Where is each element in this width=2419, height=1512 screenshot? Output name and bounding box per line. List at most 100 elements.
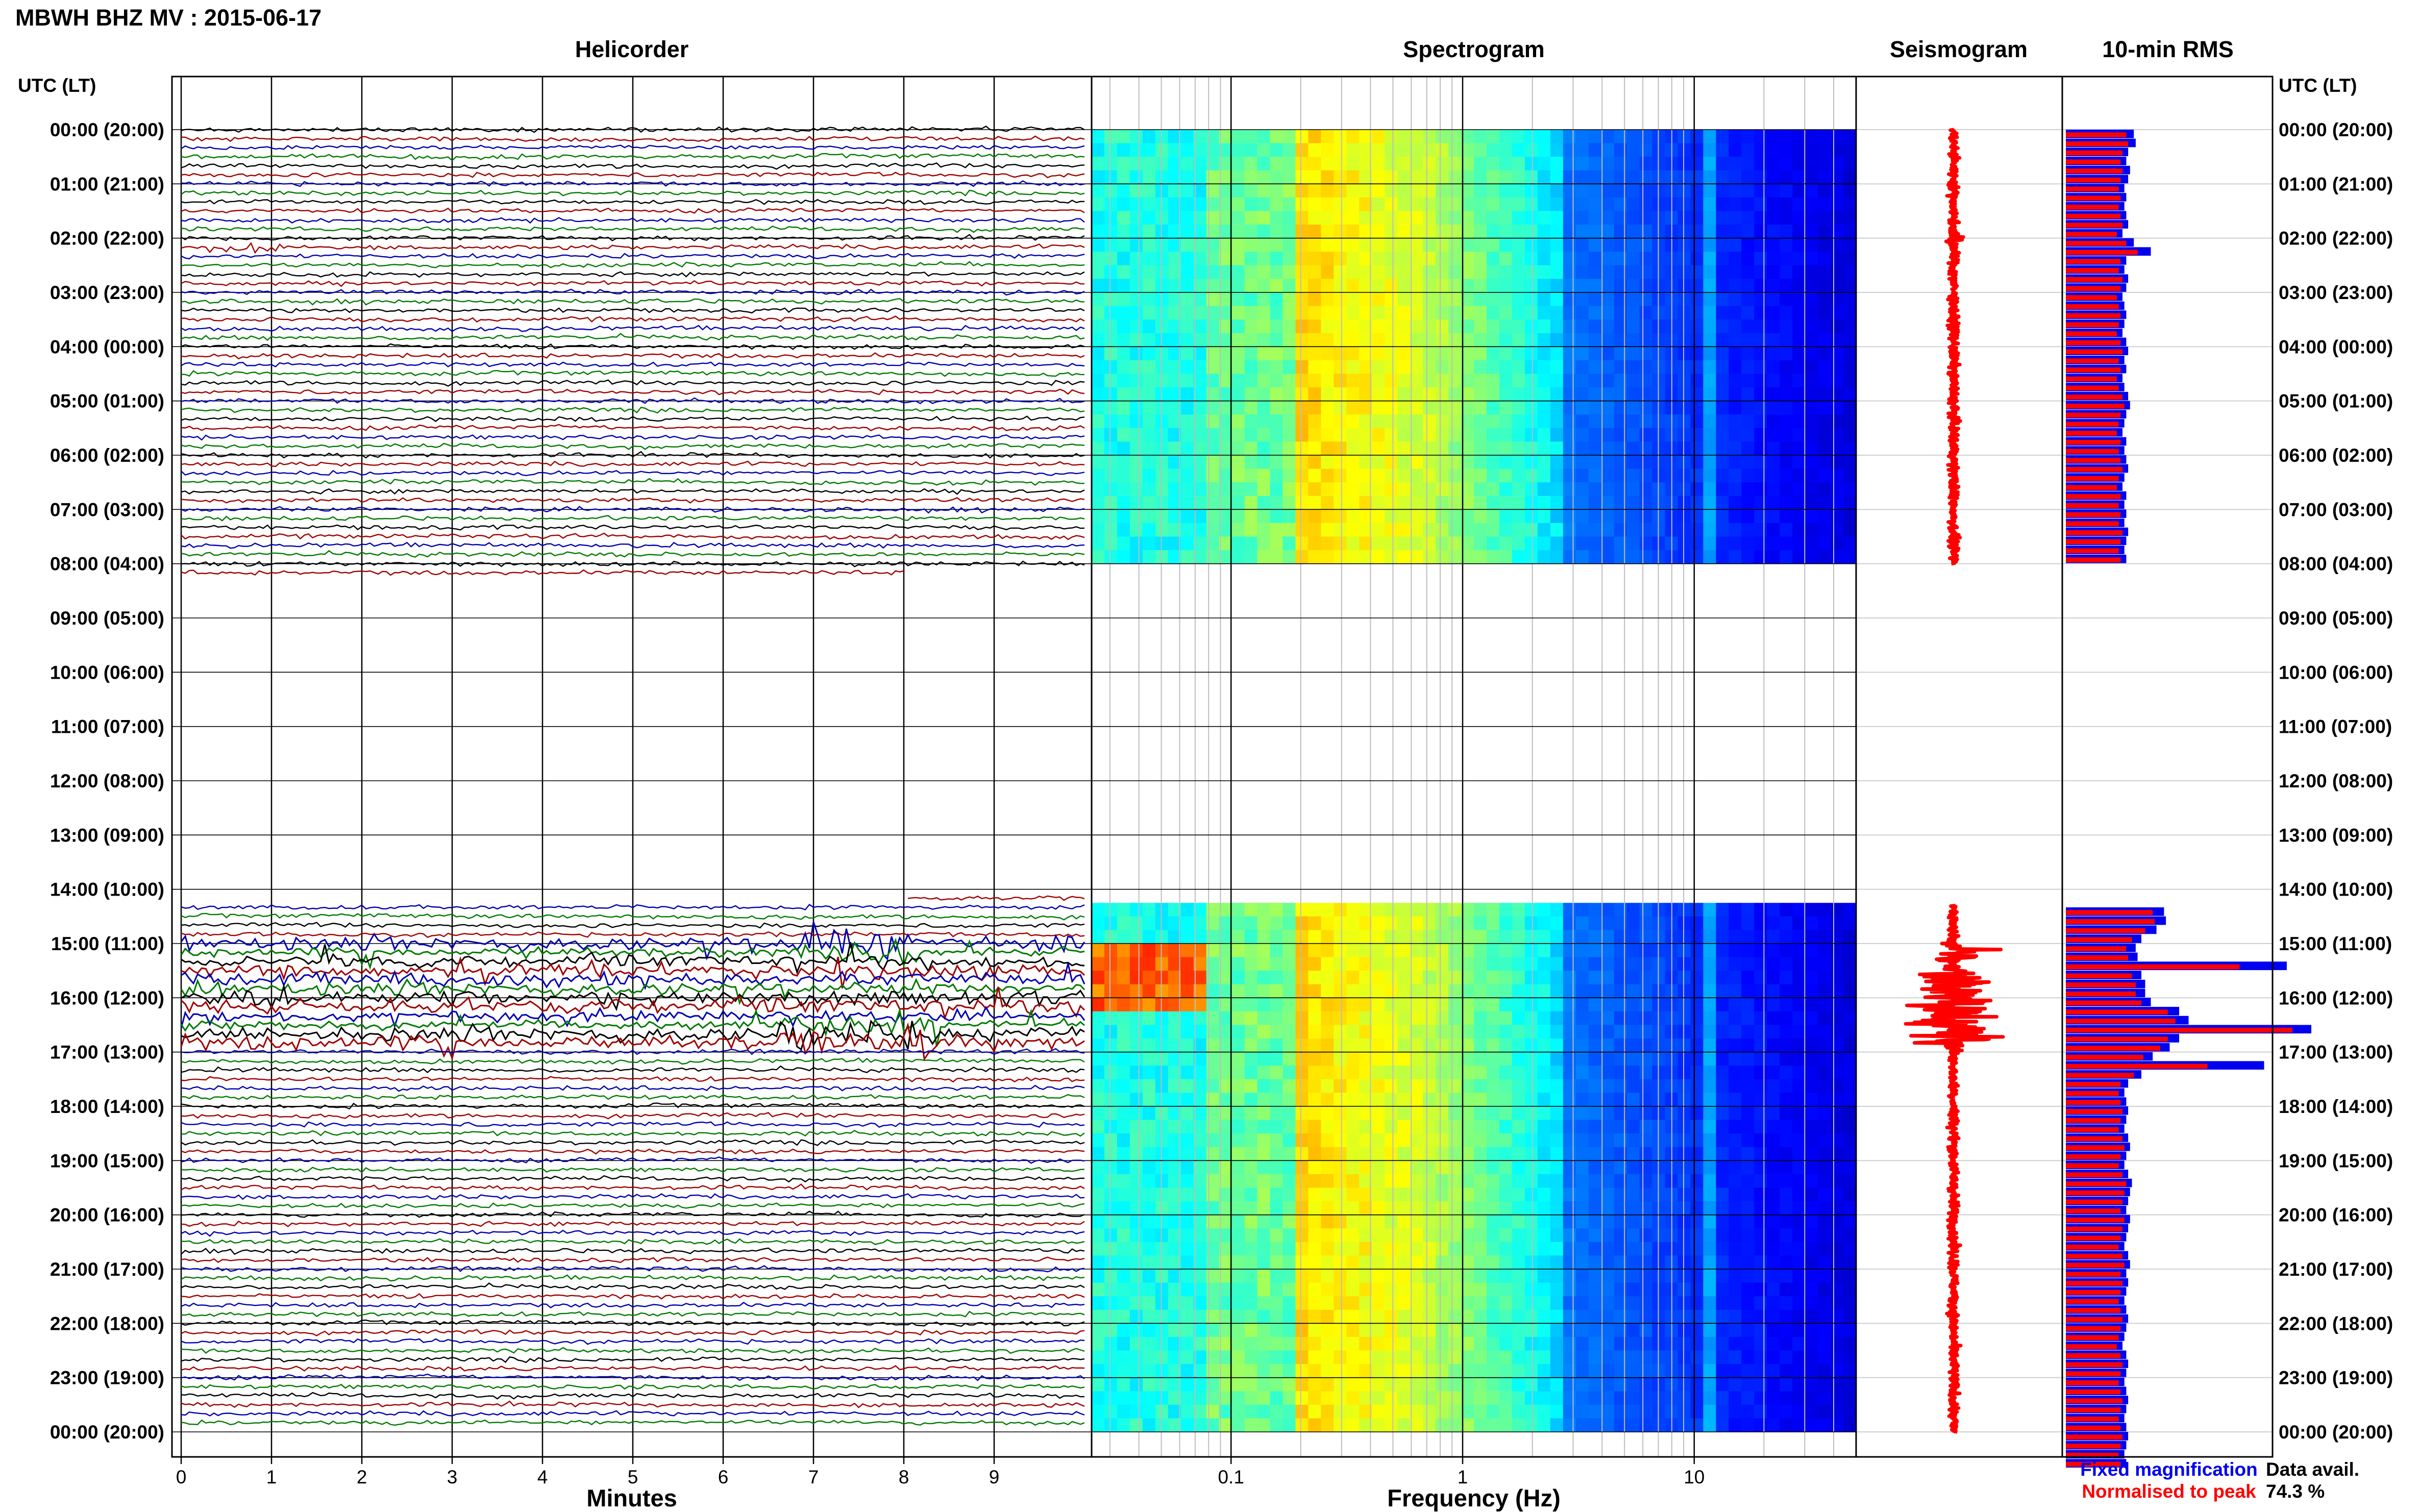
spectrogram-cell	[1601, 1160, 1615, 1175]
spectrogram-cell	[1410, 333, 1423, 347]
spectrogram-cell	[1334, 1282, 1347, 1297]
spectrogram-cell	[1117, 1038, 1130, 1053]
spectrogram-cell	[1690, 401, 1704, 415]
spectrogram-cell	[1754, 1404, 1768, 1419]
spectrogram-cell	[1231, 1120, 1245, 1134]
spectrogram-cell	[1282, 1106, 1296, 1121]
spectrogram-cell	[1282, 143, 1296, 157]
spectrogram-cell	[1104, 130, 1118, 144]
spectrogram-cell	[1626, 319, 1640, 334]
spectrogram-cell	[1499, 319, 1513, 334]
spectrogram-cell	[1474, 1255, 1487, 1270]
spectrogram-cell	[1818, 1160, 1831, 1175]
spectrogram-cell	[1372, 1133, 1386, 1148]
spectrogram-cell	[1716, 143, 1730, 157]
spectrogram-cell	[1295, 455, 1309, 469]
spectrogram-cell	[1410, 1269, 1423, 1283]
spectrogram-cell	[1805, 957, 1818, 971]
spectrogram-cell	[1142, 414, 1156, 429]
spectrogram-cell	[1385, 333, 1398, 347]
spectrogram-cell	[1805, 143, 1818, 157]
spectrogram-cell	[1767, 1011, 1780, 1026]
spectrogram-cell	[1537, 1106, 1551, 1121]
spectrogram-cell	[1831, 916, 1844, 930]
spectrogram-cell	[1448, 468, 1462, 483]
spectrogram-cell	[1474, 1093, 1487, 1107]
rms-bar-normalised	[2066, 376, 2117, 382]
spectrogram-cell	[1754, 1350, 1768, 1365]
rms-title: 10-min RMS	[2102, 36, 2234, 62]
spectrogram-cell	[1410, 346, 1423, 361]
spectrogram-cell	[1448, 1323, 1462, 1337]
spectrogram-cell	[1385, 157, 1398, 171]
spectrogram-cell	[1729, 1160, 1742, 1175]
spectrogram-cell	[1716, 984, 1730, 998]
spectrogram-cell	[1219, 944, 1232, 958]
spectrogram-cell	[1831, 265, 1844, 279]
spectrogram-cell	[1104, 1391, 1118, 1405]
spectrogram-cell	[1397, 1364, 1411, 1378]
spectrogram-cell	[1372, 550, 1386, 564]
spectrogram-cell	[1690, 944, 1704, 958]
spectrogram-cell	[1818, 1377, 1831, 1392]
spectrogram-cell	[1677, 1336, 1691, 1351]
spectrogram-cell	[1461, 360, 1474, 375]
spectrogram-cell	[1563, 1350, 1576, 1365]
spectrogram-cell	[1741, 1323, 1755, 1337]
rms-bar-normalised	[2066, 1218, 2125, 1223]
spectrogram-cell	[1626, 1201, 1640, 1216]
spectrogram-cell	[1410, 279, 1423, 293]
spectrogram-cell	[1308, 1011, 1322, 1026]
spectrogram-cell	[1448, 238, 1462, 252]
rms-bar-normalised	[2066, 1362, 2122, 1368]
spectrogram-cell	[1716, 1093, 1730, 1107]
spectrogram-cell	[1244, 1404, 1258, 1419]
spectrogram-cell	[1754, 292, 1768, 307]
spectrogram-cell	[1142, 333, 1156, 347]
spectrogram-cell	[1448, 1336, 1462, 1351]
spectrogram-cell	[1423, 1364, 1436, 1378]
spectrogram-cell	[1524, 1201, 1538, 1216]
spectrogram-cell	[1639, 333, 1653, 347]
spectrogram-cell	[1474, 1377, 1487, 1392]
spectrogram-cell	[1104, 1201, 1118, 1216]
spectrogram-cell	[1626, 225, 1640, 239]
spectrogram-cell	[1524, 1350, 1538, 1365]
spectrogram-cell	[1780, 1187, 1793, 1202]
spectrogram-cell	[1180, 414, 1194, 429]
spectrogram-cell	[1575, 1038, 1589, 1053]
spectrogram-cell	[1461, 1336, 1474, 1351]
spectrogram-cell	[1754, 211, 1768, 225]
spectrogram-cell	[1270, 1350, 1283, 1365]
spectrogram-cell	[1117, 984, 1130, 998]
spectrogram-cell	[1588, 414, 1602, 429]
spectrogram-cell	[1219, 1282, 1232, 1297]
spectrogram-cell	[1295, 1323, 1309, 1337]
spectrogram-cell	[1563, 360, 1576, 375]
spectrogram-cell	[1805, 157, 1818, 171]
rms-bar-normalised	[2066, 1154, 2121, 1159]
spectrogram-cell	[1168, 550, 1181, 564]
time-label-right: 15:00 (11:00)	[2279, 933, 2392, 954]
spectrogram-cell	[1142, 1350, 1156, 1365]
spectrogram-cell	[1436, 944, 1449, 958]
spectrogram-cell	[1677, 1052, 1691, 1066]
spectrogram-cell	[1601, 536, 1615, 551]
spectrogram-cell	[1626, 1079, 1640, 1093]
spectrogram-cell	[1588, 1214, 1602, 1229]
spectrogram-cell	[1142, 1147, 1156, 1161]
spectrogram-cell	[1537, 238, 1551, 252]
spectrogram-cell	[1626, 482, 1640, 497]
spectrogram-cell	[1767, 916, 1780, 930]
spectrogram-cell	[1524, 387, 1538, 402]
spectrogram-cell	[1601, 1052, 1615, 1066]
spectrogram-cell	[1219, 211, 1232, 225]
spectrogram-cell	[1346, 143, 1360, 157]
spectrogram-cell	[1716, 550, 1730, 564]
spectrogram-cell	[1524, 1038, 1538, 1053]
spectrogram-cell	[1385, 984, 1398, 998]
rms-bar-normalised	[2066, 494, 2121, 499]
spectrogram-cell	[1537, 197, 1551, 212]
spectrogram-cell	[1499, 1282, 1513, 1297]
spectrogram-cell	[1729, 387, 1742, 402]
